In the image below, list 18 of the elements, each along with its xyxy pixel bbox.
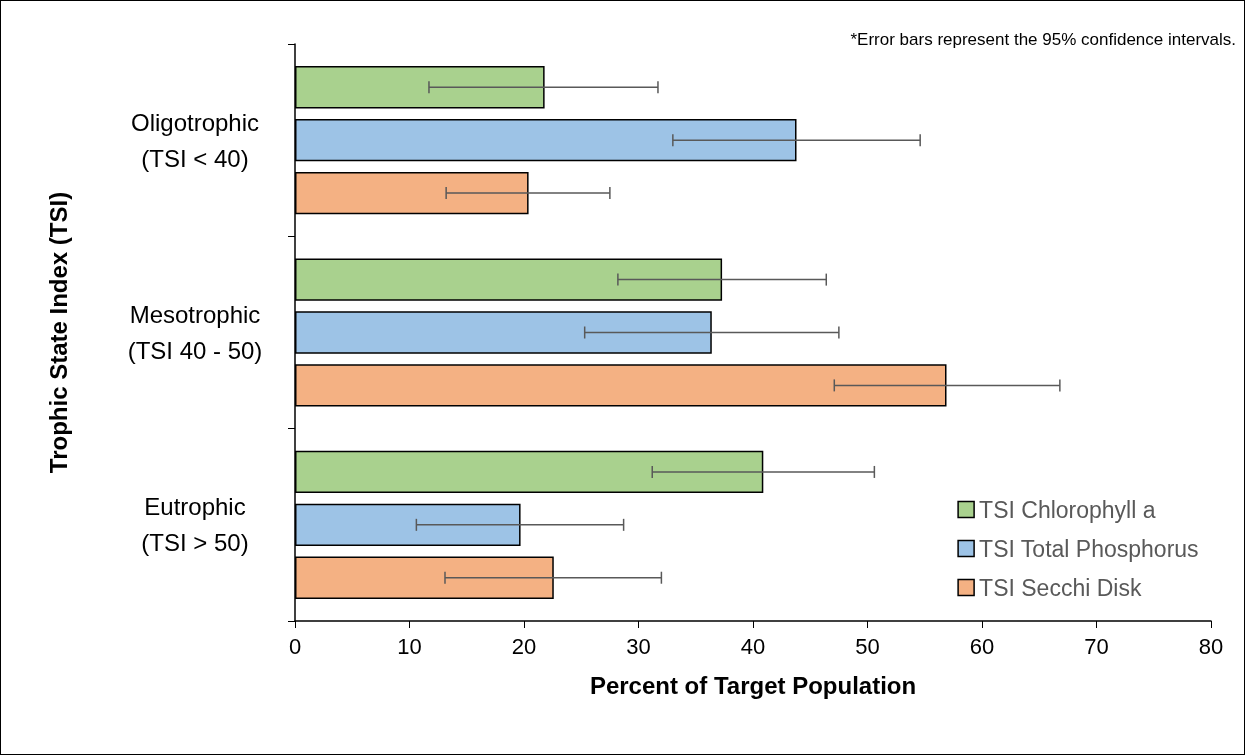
x-tick-label: 0 (288, 633, 302, 659)
legend-label: TSI Chlorophyll a (979, 496, 1156, 523)
y-tick-label: Oligotrophic (TSI < 40) (130, 108, 260, 172)
x-tick-label: 20 (511, 633, 537, 659)
x-axis-title: Percent of Target Population (589, 671, 917, 699)
y-axis-title: Trophic State Index (TSI) (44, 191, 72, 474)
y-tick-label: Eutrophic (TSI > 50) (141, 493, 249, 557)
legend-label: TSI Total Phosphorus (979, 535, 1199, 562)
x-tick-label: 70 (1084, 633, 1109, 659)
x-tick-label: 60 (969, 633, 995, 659)
x-tick-label: 50 (855, 633, 880, 659)
x-tick-label: 80 (1198, 633, 1224, 659)
x-tick-label: 30 (626, 633, 651, 659)
x-tick-label: 40 (740, 633, 766, 659)
y-tick-label: Mesotrophic (TSI 40 - 50) (127, 301, 263, 364)
annotation: *Error bars represent the 95% confidence intervals. (850, 30, 1236, 49)
legend-label: TSI Secchi Disk (979, 574, 1142, 601)
x-tick-label: 10 (397, 633, 422, 659)
